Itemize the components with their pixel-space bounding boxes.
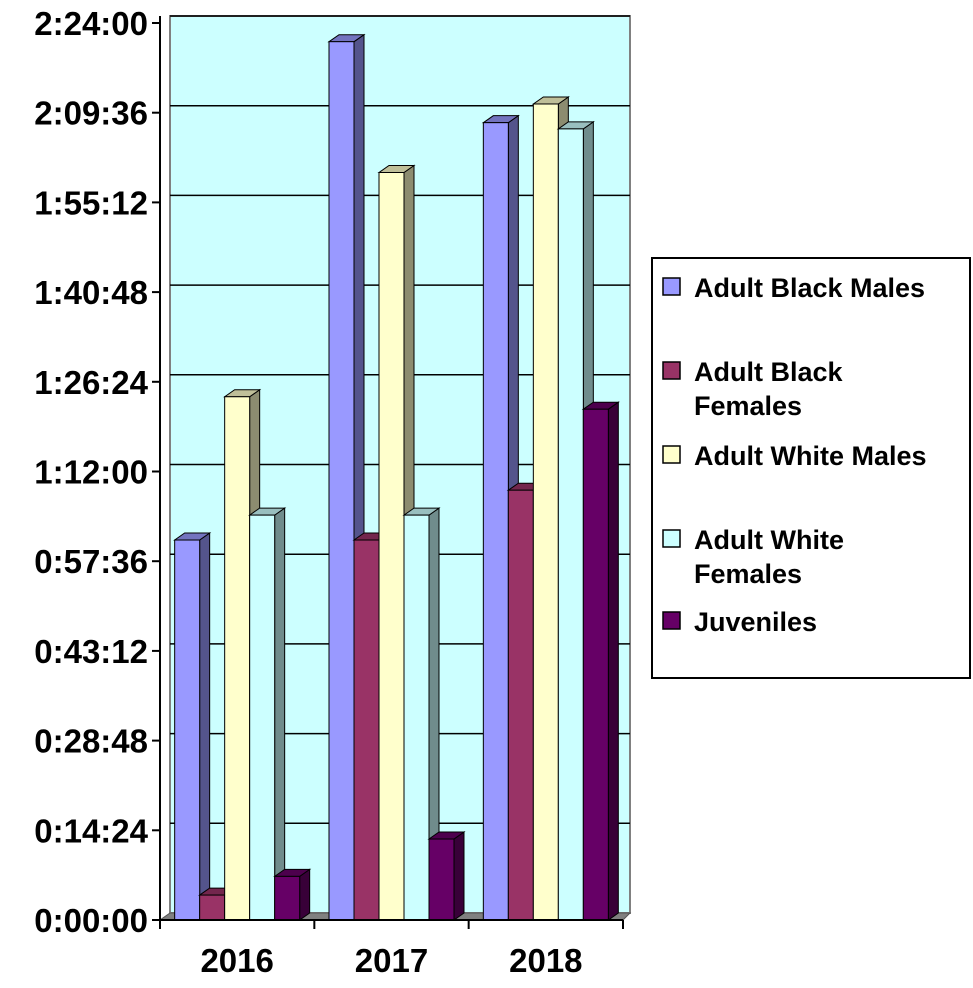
legend-swatch (662, 611, 681, 630)
y-tick-label: 2:09:36 (34, 95, 148, 132)
y-tick-label: 1:26:24 (34, 364, 148, 401)
legend-entry: Juveniles (662, 607, 817, 637)
bar-front (403, 514, 430, 921)
legend-box (651, 257, 971, 679)
legend-label: Adult White (694, 525, 844, 555)
bar-front (328, 41, 355, 921)
bar-front (224, 396, 251, 921)
x-tick-label: 2016 (200, 942, 273, 979)
bar-front (507, 489, 534, 921)
bar-side (299, 868, 311, 921)
legend-label: Adult Black Males (694, 273, 925, 303)
bar (581, 401, 620, 921)
bar (402, 507, 441, 921)
bar-front (428, 838, 455, 921)
bar-front (557, 128, 584, 921)
bar-front (274, 875, 301, 921)
x-tick-label: 2017 (355, 942, 428, 979)
y-tick-label: 0:14:24 (34, 812, 148, 849)
legend-swatch (662, 529, 681, 548)
bar (427, 831, 466, 921)
bar-front (353, 539, 380, 921)
bar-front (378, 172, 405, 921)
bar-front (582, 408, 609, 921)
legend-entry: Adult White Males (662, 441, 927, 471)
bar-side (274, 507, 286, 921)
legend-label: Adult Black (694, 357, 844, 387)
bar (273, 868, 312, 921)
y-tick-label: 0:28:48 (34, 723, 148, 760)
bar-front (249, 514, 276, 921)
y-tick-label: 0:57:36 (34, 543, 148, 580)
x-axis: 2016 2017 2018 (159, 919, 624, 979)
legend-entry: Adult Black Males (662, 273, 925, 303)
y-tick-label: 0:43:12 (34, 633, 148, 670)
legend-entry: Adult White Females (662, 525, 844, 589)
bar (327, 33, 366, 921)
bar (173, 532, 212, 921)
y-tick-label: 2:24:00 (34, 5, 148, 42)
legend-label: Adult White Males (694, 441, 927, 471)
legend-label: Juveniles (694, 607, 817, 637)
x-tick-label: 2018 (509, 942, 582, 979)
y-tick-label: 0:00:00 (34, 902, 148, 939)
bar-side (453, 831, 465, 921)
legend-swatch (662, 361, 681, 380)
legend-swatch (662, 445, 681, 464)
bar-front (482, 122, 509, 921)
legend-label: Females (694, 391, 802, 421)
bar (248, 507, 287, 921)
y-tick-label: 1:40:48 (34, 274, 148, 311)
legend-swatch (662, 277, 681, 296)
y-tick-label: 1:12:00 (34, 454, 148, 491)
legend-label: Females (694, 559, 802, 589)
bar-front (199, 894, 226, 921)
legend-entry: Adult Black Females (662, 357, 844, 421)
bar-side (607, 401, 619, 921)
y-axis: 0:00:00 0:14:24 0:28:48 0:43:12 0:57:36 1:12:… (34, 5, 161, 939)
bar-side (199, 532, 211, 921)
bar (352, 532, 391, 921)
bar-front (174, 539, 201, 921)
y-tick-label: 1:55:12 (34, 184, 148, 221)
bar-front (532, 103, 559, 921)
